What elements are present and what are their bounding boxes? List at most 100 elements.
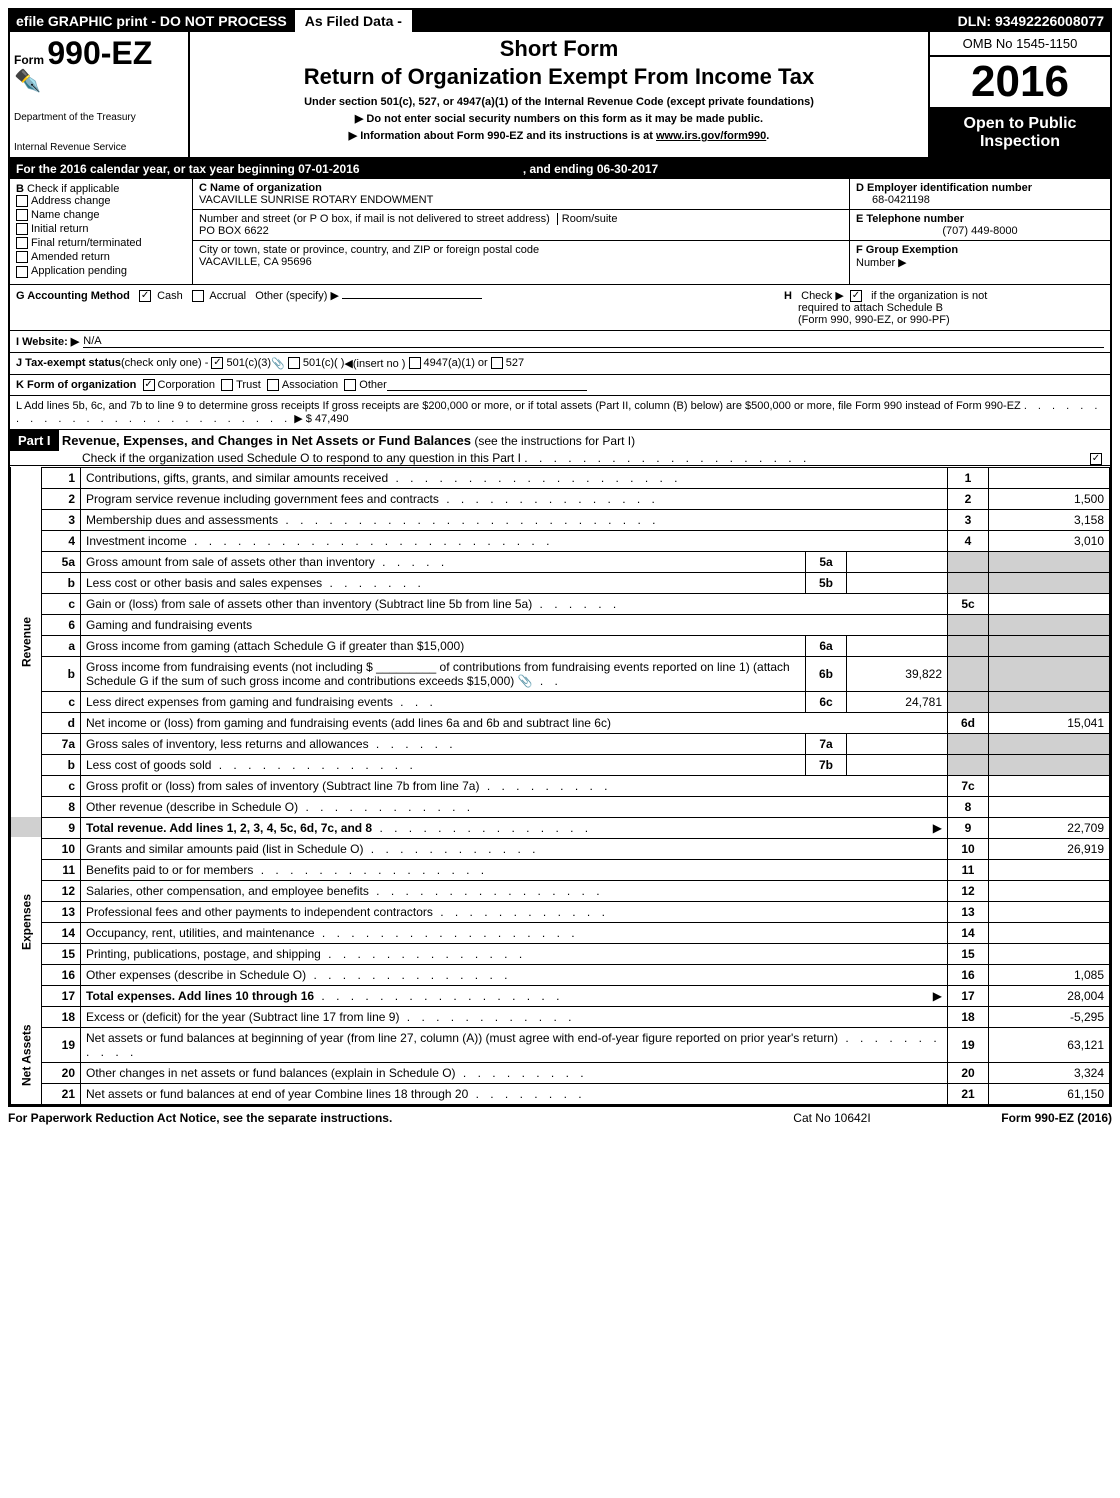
mn-6b: 6b	[806, 656, 847, 691]
ln-5c: 5c	[948, 593, 989, 614]
tax-year: 2016	[930, 57, 1110, 109]
n-18: 18	[42, 1006, 81, 1027]
cb-application-pending[interactable]	[16, 266, 28, 278]
d-7c: Gross profit or (loss) from sales of inv…	[86, 779, 479, 793]
mv-5b	[847, 572, 948, 593]
d-6a: Gross income from gaming (attach Schedul…	[86, 639, 464, 653]
b-label: B	[16, 183, 24, 195]
h-check-text: Check ▶	[801, 290, 844, 302]
d-20: Other changes in net assets or fund bala…	[86, 1066, 456, 1080]
d-7b: Less cost of goods sold	[86, 758, 211, 772]
d-18: Excess or (deficit) for the year (Subtra…	[86, 1010, 399, 1024]
l-text: L Add lines 5b, 6c, and 7b to line 9 to …	[16, 400, 1021, 412]
mv-7a	[847, 733, 948, 754]
page-footer: For Paperwork Reduction Act Notice, see …	[8, 1107, 1112, 1125]
ln-14: 14	[948, 922, 989, 943]
footer-paperwork: For Paperwork Reduction Act Notice, see …	[8, 1111, 732, 1125]
d-7a: Gross sales of inventory, less returns a…	[86, 737, 369, 751]
cb-address-change[interactable]	[16, 195, 28, 207]
d-14: Occupancy, rent, utilities, and maintena…	[86, 926, 315, 940]
cb-label-5: Application pending	[31, 265, 127, 277]
footer-cat: Cat No 10642I	[732, 1111, 932, 1125]
d-4: Investment income	[86, 534, 187, 548]
k-other-line[interactable]	[387, 379, 587, 391]
d-21: Net assets or fund balances at end of ye…	[86, 1087, 468, 1101]
n-11: 11	[42, 859, 81, 880]
dots-check: . . . . . . . . . . . . . . . . . . . .	[524, 451, 810, 465]
c-label: C Name of organization	[199, 182, 322, 194]
d-5a: Gross amount from sale of assets other t…	[86, 555, 375, 569]
v-8	[989, 796, 1110, 817]
ln-17: 17	[948, 985, 989, 1006]
header: Form 990-EZ ✒️ Department of the Treasur…	[10, 32, 1110, 159]
k-other: Other	[359, 379, 387, 391]
cb-527[interactable]	[491, 357, 503, 369]
dept-irs: Internal Revenue Service	[14, 142, 184, 153]
other-label: Other (specify) ▶	[255, 290, 339, 302]
l-amount: ▶ $ 47,490	[294, 413, 348, 425]
cb-initial-return[interactable]	[16, 223, 28, 235]
form-subtitle: Under section 501(c), 527, or 4947(a)(1)…	[202, 96, 916, 108]
info-link[interactable]: www.irs.gov/form990	[656, 130, 766, 142]
mv-6a	[847, 635, 948, 656]
cb-label-1: Name change	[31, 209, 100, 221]
line-a: For the 2016 calendar year, or tax year …	[10, 159, 1110, 179]
f-label: F Group Exemption	[856, 244, 958, 256]
v-17: 28,004	[989, 985, 1110, 1006]
section-k: K Form of organization ✓ Corporation Tru…	[10, 375, 1110, 396]
v-5c	[989, 593, 1110, 614]
banner-left: efile GRAPHIC print - DO NOT PROCESS	[10, 10, 293, 32]
d-13: Professional fees and other payments to …	[86, 905, 433, 919]
cb-final-return[interactable]	[16, 237, 28, 249]
cb-assoc[interactable]	[267, 379, 279, 391]
d-6b: Gross income from fundraising events (no…	[86, 660, 790, 688]
cb-cash[interactable]: ✓	[139, 290, 151, 302]
part-i-title: Revenue, Expenses, and Changes in Net As…	[62, 433, 471, 448]
cb-amended[interactable]	[16, 251, 28, 263]
open-public-badge: Open to Public Inspection	[930, 109, 1110, 157]
header-right: OMB No 1545-1150 2016 Open to Public Ins…	[928, 32, 1110, 157]
h-line3: (Form 990, 990-EZ, or 990-PF)	[798, 314, 950, 326]
cb-corp[interactable]: ✓	[143, 379, 155, 391]
part-i-table: Revenue 1 Contributions, gifts, grants, …	[10, 467, 1110, 1105]
ln-7c: 7c	[948, 775, 989, 796]
form-number: 990-EZ	[47, 35, 152, 71]
room-label: Room/suite	[557, 213, 618, 225]
ln-20: 20	[948, 1062, 989, 1083]
part-i-check-note: Check if the organization used Schedule …	[82, 451, 521, 465]
org-address: PO BOX 6622	[199, 225, 269, 237]
ln-6-shade	[948, 614, 989, 635]
cb-accrual[interactable]	[192, 290, 204, 302]
cb-h[interactable]: ✓	[850, 290, 862, 302]
cb-4947[interactable]	[409, 357, 421, 369]
cb-501c3[interactable]: ✓	[211, 357, 223, 369]
cb-label-3: Final return/terminated	[31, 237, 142, 249]
check-if-applicable: Check if applicable	[27, 183, 119, 195]
side-expenses: Expenses	[11, 838, 42, 1006]
other-specify-line[interactable]	[342, 298, 482, 299]
omb-number: OMB No 1545-1150	[930, 32, 1110, 57]
cb-trust[interactable]	[221, 379, 233, 391]
cb-501c[interactable]	[288, 357, 300, 369]
k-trust: Trust	[236, 379, 261, 391]
v-21: 61,150	[989, 1083, 1110, 1104]
i-label: I Website: ▶	[16, 335, 79, 348]
n-19: 19	[42, 1027, 81, 1062]
banner-dln: DLN: 93492226008077	[952, 10, 1110, 32]
mv-5a	[847, 551, 948, 572]
cb-schedule-o[interactable]: ✓	[1090, 453, 1102, 465]
cb-other-org[interactable]	[344, 379, 356, 391]
info-note: ▶ Information about Form 990-EZ and its …	[202, 129, 916, 142]
d-12: Salaries, other compensation, and employ…	[86, 884, 369, 898]
ln-16: 16	[948, 964, 989, 985]
section-j: J Tax-exempt status (check only one) - ✓…	[10, 353, 1110, 375]
info-note-suffix: .	[766, 130, 769, 142]
addr-label: Number and street (or P O box, if mail i…	[199, 213, 550, 225]
ln-18: 18	[948, 1006, 989, 1027]
n-8: 8	[42, 796, 81, 817]
v-7a-shade	[989, 733, 1110, 754]
top-banner: efile GRAPHIC print - DO NOT PROCESS As …	[10, 10, 1110, 32]
cb-name-change[interactable]	[16, 209, 28, 221]
mn-5a: 5a	[806, 551, 847, 572]
section-h: H Check ▶ ✓ if the organization is not r…	[784, 289, 1104, 326]
